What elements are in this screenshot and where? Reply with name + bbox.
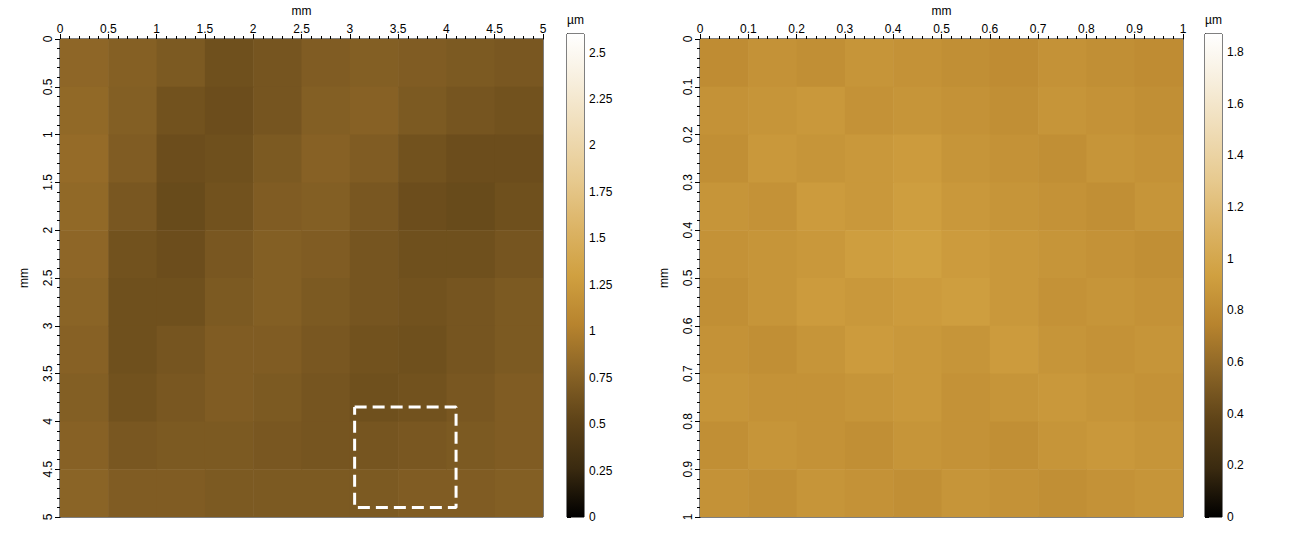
svg-text:2: 2 [250, 22, 257, 36]
svg-text:1.75: 1.75 [589, 185, 613, 199]
svg-text:0.6: 0.6 [981, 22, 998, 36]
svg-text:0.4: 0.4 [1227, 407, 1244, 421]
svg-text:1: 1 [153, 22, 160, 36]
svg-text:0.8: 0.8 [1227, 303, 1244, 317]
svg-text:0.5: 0.5 [100, 22, 117, 36]
svg-text:0.9: 0.9 [681, 461, 695, 478]
svg-text:0.9: 0.9 [1126, 22, 1143, 36]
svg-text:3.5: 3.5 [390, 22, 407, 36]
svg-text:0.5: 0.5 [933, 22, 950, 36]
svg-text:0.8: 0.8 [1078, 22, 1095, 36]
svg-text:0.4: 0.4 [885, 22, 902, 36]
svg-text:5: 5 [41, 513, 55, 520]
svg-text:1.5: 1.5 [197, 22, 214, 36]
svg-text:0.4: 0.4 [681, 222, 695, 239]
svg-text:0: 0 [681, 35, 695, 42]
svg-text:3: 3 [346, 22, 353, 36]
svg-text:0.3: 0.3 [681, 174, 695, 191]
svg-text:0.7: 0.7 [1030, 22, 1047, 36]
svg-text:2: 2 [589, 138, 596, 152]
svg-text:0.2: 0.2 [1227, 458, 1244, 472]
svg-text:0.1: 0.1 [681, 78, 695, 95]
svg-text:1: 1 [681, 513, 695, 520]
svg-text:4.5: 4.5 [486, 22, 503, 36]
svg-text:1: 1 [1180, 22, 1187, 36]
svg-text:0: 0 [57, 22, 64, 36]
svg-text:3.5: 3.5 [41, 365, 55, 382]
svg-text:0.3: 0.3 [837, 22, 854, 36]
svg-text:0.8: 0.8 [681, 413, 695, 430]
svg-text:3: 3 [41, 322, 55, 329]
svg-text:0.7: 0.7 [681, 365, 695, 382]
svg-text:1: 1 [589, 324, 596, 338]
svg-text:0: 0 [1227, 510, 1234, 524]
svg-text:0.6: 0.6 [681, 317, 695, 334]
svg-text:1.4: 1.4 [1227, 148, 1244, 162]
svg-text:0.5: 0.5 [589, 417, 606, 431]
svg-text:4: 4 [41, 418, 55, 425]
svg-text:0: 0 [41, 35, 55, 42]
svg-text:1.5: 1.5 [589, 231, 606, 245]
svg-text:mm: mm [292, 4, 312, 18]
svg-text:5: 5 [540, 22, 547, 36]
svg-text:2: 2 [41, 227, 55, 234]
svg-text:0.6: 0.6 [1227, 355, 1244, 369]
svg-text:0.5: 0.5 [41, 78, 55, 95]
svg-text:0.2: 0.2 [681, 126, 695, 143]
svg-text:2.5: 2.5 [41, 269, 55, 286]
svg-text:1.25: 1.25 [589, 278, 613, 292]
svg-text:0.1: 0.1 [740, 22, 757, 36]
svg-text:0: 0 [589, 510, 596, 524]
svg-text:0: 0 [697, 22, 704, 36]
svg-text:0.2: 0.2 [788, 22, 805, 36]
svg-text:4.5: 4.5 [41, 461, 55, 478]
svg-text:µm: µm [567, 13, 584, 27]
svg-text:0.75: 0.75 [589, 371, 613, 385]
svg-text:4: 4 [443, 22, 450, 36]
svg-text:2.5: 2.5 [293, 22, 310, 36]
svg-text:1.8: 1.8 [1227, 45, 1244, 59]
svg-text:1.6: 1.6 [1227, 97, 1244, 111]
svg-text:1.5: 1.5 [41, 174, 55, 191]
svg-text:mm: mm [17, 268, 31, 288]
svg-text:2.25: 2.25 [589, 92, 613, 106]
svg-text:1: 1 [1227, 252, 1234, 266]
svg-text:1.2: 1.2 [1227, 200, 1244, 214]
svg-text:1: 1 [41, 131, 55, 138]
svg-text:µm: µm [1205, 13, 1222, 27]
svg-text:2.5: 2.5 [589, 46, 606, 60]
svg-text:mm: mm [932, 4, 952, 18]
svg-text:mm: mm [657, 268, 671, 288]
svg-text:0.25: 0.25 [589, 464, 613, 478]
svg-text:0.5: 0.5 [681, 269, 695, 286]
